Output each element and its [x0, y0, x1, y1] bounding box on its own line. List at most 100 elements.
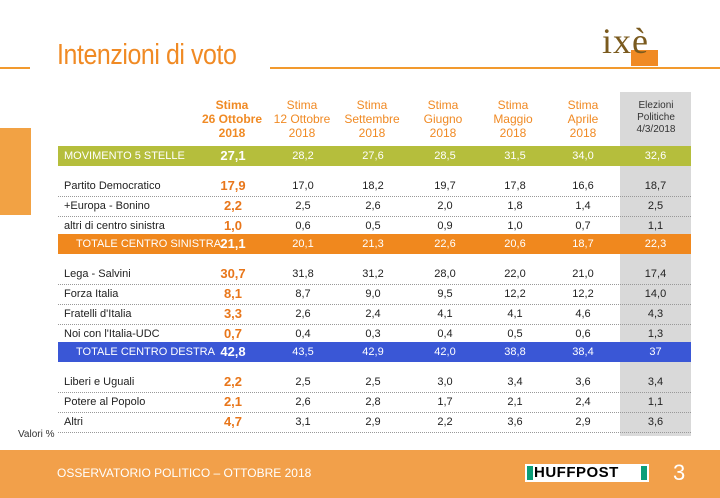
row-value-col-5: 12,2 — [572, 288, 594, 300]
row-value-col-2: 0,3 — [365, 328, 381, 340]
row-value-col-1: 2,6 — [295, 308, 311, 320]
row-value-col-4: 3,4 — [507, 376, 523, 388]
row-value-col-3: 9,5 — [437, 288, 453, 300]
row-value-col-0: 4,7 — [223, 414, 243, 429]
row-value-col-0: 17,9 — [220, 178, 246, 193]
row-value-col-4: 12,2 — [504, 288, 526, 300]
row-value-col-0: 8,1 — [223, 286, 243, 301]
row-value-col-3: 3,0 — [437, 376, 453, 388]
row-value-col-1: 2,6 — [295, 396, 311, 408]
huffpost-logo: HUFFPOST — [525, 464, 649, 482]
row-value-col-3: 0,9 — [437, 220, 453, 232]
row-value-col-0: 27,1 — [220, 148, 246, 163]
row-value-col-2: 31,2 — [362, 268, 384, 280]
table-row: +Europa - Bonino 2,2 2,5 2,6 2,0 1,8 1,4 2,5 — [58, 196, 691, 217]
row-label: altri di centro sinistra — [64, 220, 165, 232]
row-value-col-4: 31,5 — [504, 150, 526, 162]
row-value-col-2: 2,9 — [365, 416, 381, 428]
row-value-col-0: 2,2 — [223, 374, 243, 389]
row-label: TOTALE CENTRO DESTRA — [76, 346, 215, 358]
values-note: Valori % — [18, 429, 55, 440]
row-value-col-4: 0,5 — [507, 328, 523, 340]
row-value-col-1: 17,0 — [292, 180, 314, 192]
table-row: TOTALE CENTRO DESTRA 42,8 43,5 42,9 42,0 38,8… — [58, 342, 691, 362]
column-header-6: Elezioni Politiche 4/3/2018 — [621, 100, 691, 136]
row-value-col-5: 2,4 — [575, 396, 591, 408]
row-value-col-0: 2,2 — [223, 198, 243, 213]
table-row: Fratelli d'Italia 3,3 2,6 2,4 4,1 4,1 4,6 4,3 — [58, 304, 691, 325]
row-value-col-6: 2,5 — [647, 200, 664, 212]
column-header-line: Stima — [567, 98, 599, 112]
row-value-col-2: 27,6 — [362, 150, 384, 162]
row-value-col-5: 0,7 — [575, 220, 591, 232]
row-value-col-2: 42,9 — [362, 346, 384, 358]
row-value-col-3: 1,7 — [437, 396, 453, 408]
row-label: Potere al Popolo — [64, 396, 146, 408]
row-value-col-2: 9,0 — [365, 288, 381, 300]
row-value-col-2: 2,8 — [365, 396, 381, 408]
row-value-col-6: 37 — [620, 342, 691, 362]
row-value-col-5: 2,9 — [575, 416, 591, 428]
table-row: Lega - Salvini 30,7 31,8 31,2 28,0 22,0 21,0 17… — [58, 264, 691, 285]
row-value-col-4: 38,8 — [504, 346, 526, 358]
row-value-col-3: 22,6 — [434, 238, 456, 250]
column-header-line: Stima — [356, 98, 388, 112]
column-header-3: Stima Giugno 2018 — [408, 98, 478, 140]
row-value-col-5: 4,6 — [575, 308, 591, 320]
row-value-col-6: 4,3 — [647, 308, 664, 320]
row-value-col-1: 0,6 — [295, 220, 311, 232]
column-header-line: Settembre — [344, 112, 400, 126]
row-value-col-0: 42,8 — [220, 344, 246, 359]
row-value-col-4: 22,0 — [504, 268, 526, 280]
row-value-col-2: 18,2 — [362, 180, 384, 192]
column-header-line: 2018 — [288, 126, 316, 140]
row-value-col-5: 34,0 — [572, 150, 594, 162]
huffpost-bar-right — [641, 466, 647, 480]
row-value-col-1: 43,5 — [292, 346, 314, 358]
column-header-line: Stima — [215, 98, 249, 112]
row-value-col-6: 17,4 — [644, 268, 667, 280]
row-value-col-3: 2,0 — [437, 200, 453, 212]
table-row: MOVIMENTO 5 STELLE 27,1 28,2 27,6 28,5 31,5 34… — [58, 146, 691, 166]
row-value-col-6: 18,7 — [644, 180, 667, 192]
row-value-col-5: 3,6 — [575, 376, 591, 388]
page-title: Intenzioni di voto — [57, 39, 237, 71]
row-value-col-5: 0,6 — [575, 328, 591, 340]
column-header-line: Politiche — [637, 112, 675, 123]
column-header-line: 2018 — [358, 126, 386, 140]
column-header-line: Elezioni — [638, 100, 674, 111]
row-value-col-4: 3,6 — [507, 416, 523, 428]
row-label: Altri — [64, 416, 83, 428]
row-value-col-6: 32,6 — [620, 146, 691, 166]
huffpost-bar-left — [527, 466, 533, 480]
row-value-col-3: 19,7 — [434, 180, 456, 192]
row-value-col-5: 38,4 — [572, 346, 594, 358]
row-value-col-1: 28,2 — [292, 150, 314, 162]
row-value-col-4: 20,6 — [504, 238, 526, 250]
column-header-line: 26 Ottobre — [201, 112, 262, 126]
column-header-line: Stima — [497, 98, 529, 112]
row-label: Noi con l'Italia-UDC — [64, 328, 160, 340]
row-value-col-0: 21,1 — [220, 236, 246, 251]
column-header-line: Maggio — [493, 112, 533, 126]
row-value-col-1: 31,8 — [292, 268, 314, 280]
row-value-col-5: 1,4 — [575, 200, 591, 212]
row-value-col-6: 1,3 — [647, 328, 664, 340]
column-header-0: Stima 26 Ottobre 2018 — [197, 98, 267, 140]
column-header-line: 2018 — [569, 126, 597, 140]
row-value-col-4: 2,1 — [507, 396, 523, 408]
table-row: TOTALE CENTRO SINISTRA 21,1 20,1 21,3 22,6 20… — [58, 234, 691, 254]
row-value-col-3: 28,0 — [434, 268, 456, 280]
left-accent-bar — [0, 128, 31, 215]
row-value-col-1: 20,1 — [292, 238, 314, 250]
column-header-line: Stima — [286, 98, 318, 112]
table-row: Forza Italia 8,1 8,7 9,0 9,5 12,2 12,2 14,0 — [58, 284, 691, 305]
row-label: Forza Italia — [64, 288, 119, 300]
column-header-5: Stima Aprile 2018 — [548, 98, 618, 140]
row-value-col-5: 18,7 — [572, 238, 594, 250]
title-rule — [270, 67, 720, 69]
logo-text: ixè — [602, 21, 649, 61]
row-value-col-3: 4,1 — [437, 308, 453, 320]
row-value-col-3: 42,0 — [434, 346, 456, 358]
table-row: Potere al Popolo 2,1 2,6 2,8 1,7 2,1 2,4 1,1 — [58, 392, 691, 413]
